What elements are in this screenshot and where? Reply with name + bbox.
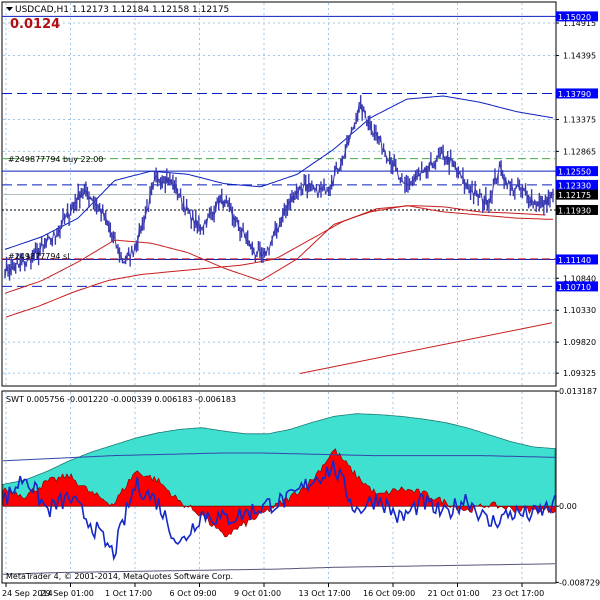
swt-title: SWT 0.005756 -0.001220 -0.000339 0.00618… [6, 395, 236, 404]
spread-value: 0.0124 [10, 17, 60, 32]
price-label-text: 1.13790 [558, 90, 591, 99]
chart-title: USDCAD,H1 1.12173 1.12184 1.12158 1.1217… [15, 5, 229, 15]
price-plot [4, 95, 554, 374]
bollinger-lower [4, 205, 554, 294]
y-tick-label: 1.14915 [563, 19, 596, 28]
y-tick-label: 1.09325 [563, 369, 596, 378]
price-levels [2, 15, 556, 287]
trade-buy-annotation: #249877794 buy 22.00 [8, 155, 103, 164]
x-tick-label: 24 Sep 2014 [2, 589, 53, 598]
y-tick-label: 1.09820 [563, 338, 596, 347]
ma-mid-line [5, 205, 546, 318]
copyright: MetaTrader 4, © 2001-2014, MetaQuotes So… [6, 572, 233, 581]
swt-lower-line [2, 563, 555, 575]
x-tick-label: 29 Sep 01:00 [41, 589, 94, 598]
price-label-text: 1.10710 [558, 283, 591, 292]
x-tick-label: 23 Oct 17:00 [492, 589, 544, 598]
x-tick-label: 6 Oct 09:00 [170, 589, 217, 598]
y-tick-label: 1.10840 [563, 274, 596, 283]
price-label-text: 1.12175 [558, 191, 591, 200]
price-label [556, 166, 598, 177]
swt-plot [2, 413, 556, 575]
price-label [556, 88, 598, 99]
x-tick-label: 13 Oct 17:00 [299, 589, 351, 598]
swt-red-area [2, 448, 556, 538]
price-label [556, 204, 598, 215]
x-tick-label: 21 Oct 01:00 [428, 589, 480, 598]
swt-tick-label: -0.008729 [559, 578, 600, 587]
price-label-text: 1.12330 [558, 181, 591, 190]
ma-long-line [299, 322, 553, 374]
x-tick-label: 16 Oct 09:00 [363, 589, 415, 598]
price-label-text: 1.12550 [558, 168, 591, 177]
swt-tick-label: 0.00 [559, 502, 577, 511]
main-panel [1, 1, 557, 387]
x-tick-label: 9 Oct 01:00 [234, 589, 281, 598]
swt-signal-line [2, 452, 555, 462]
y-tick-label: 1.14395 [563, 52, 596, 61]
price-label [556, 179, 598, 190]
price-label-text: 1.15020 [558, 13, 591, 22]
price-label [556, 11, 598, 22]
x-tick-label: 1 Oct 17:00 [105, 589, 152, 598]
y-tick-label: 1.10330 [563, 306, 596, 315]
price-label-text: 1.11930 [558, 206, 591, 215]
y-tick-label: 1.13375 [563, 115, 596, 124]
price-label [556, 281, 598, 292]
swt-tick-label: 0.013187 [559, 387, 597, 396]
price-label-text: 1.11140 [558, 256, 591, 265]
swt-blue-line [2, 460, 556, 562]
price-label [556, 189, 598, 200]
trade-sl-annotation: #249877794 sl [8, 252, 69, 261]
price-label [556, 254, 598, 265]
dropdown-triangle-icon[interactable] [6, 7, 13, 11]
price-line [4, 100, 554, 278]
y-tick-label: 1.12865 [563, 147, 596, 156]
